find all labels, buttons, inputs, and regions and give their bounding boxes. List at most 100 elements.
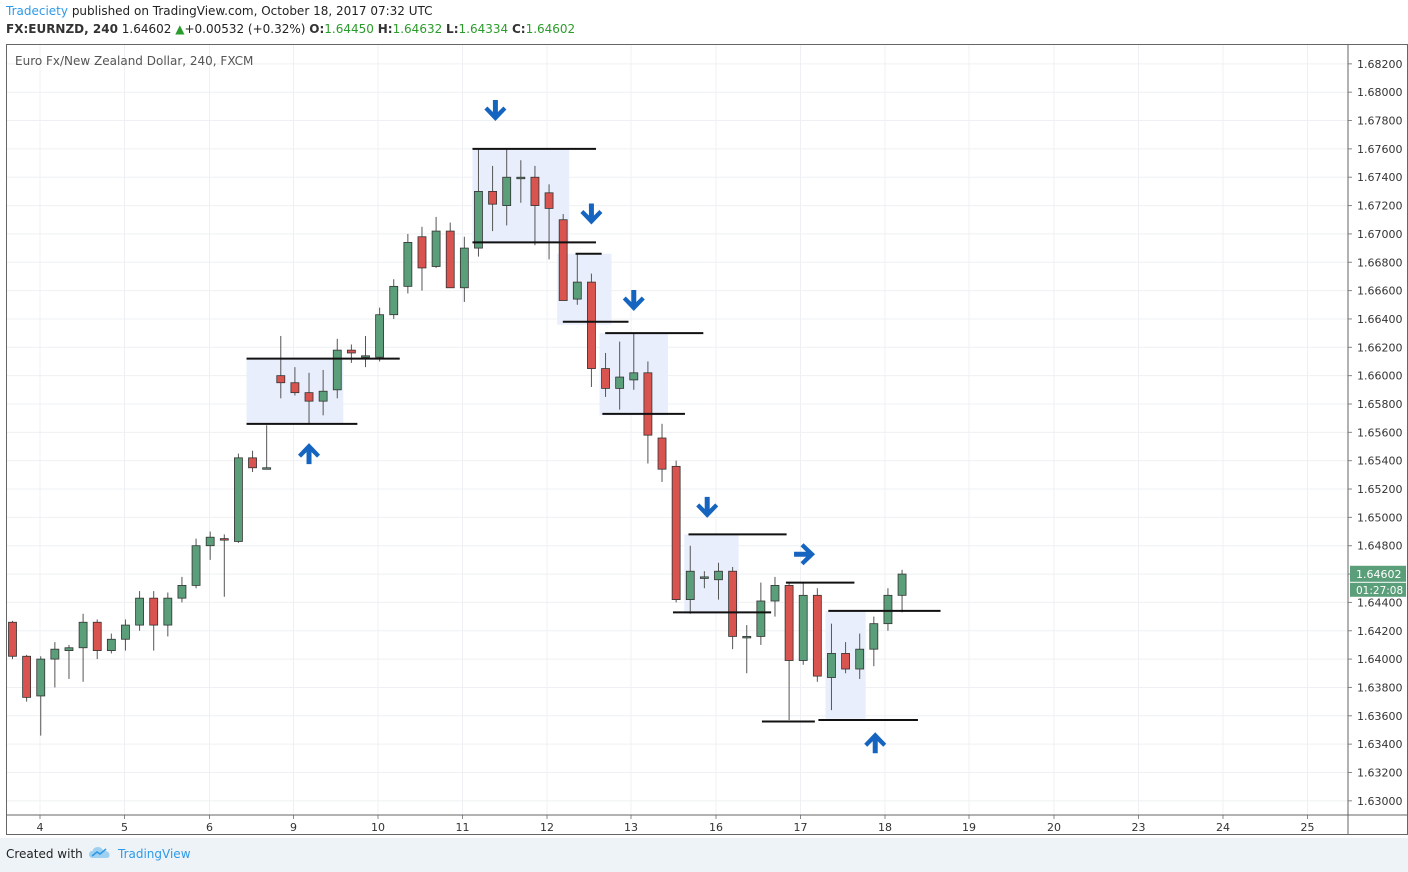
candle-down [219,538,229,541]
arrow-shape [484,100,507,122]
triangle-up-icon: ▲ [175,22,185,36]
candle-up [135,597,144,626]
candle-up [572,281,582,300]
candle-down [276,375,286,384]
tradingview-brand[interactable]: TradingView [118,847,191,861]
countdown-tag [1350,582,1406,597]
y-tick-label: 1.64400 [1357,596,1403,609]
x-tick-label: 6 [206,821,213,834]
candle-up [855,648,865,670]
x-tick-label: 18 [878,821,892,834]
candle-up [191,545,201,586]
candle-up [262,467,272,470]
candle-up [516,176,526,180]
candle-up [177,585,187,599]
x-tick-label: 20 [1047,821,1061,834]
candle-up [742,636,752,639]
y-tick-label: 1.66400 [1357,313,1403,326]
candle-up [318,390,328,402]
candle-up [375,314,385,358]
candle-up [714,570,723,581]
y-tick-label: 1.68200 [1357,58,1403,71]
candle-up [205,536,215,547]
x-tick-label: 11 [456,821,470,834]
arrow-shape [580,203,603,225]
chart-area[interactable]: 1.68200 1.68000 1.67800 1.67600 1.67400 1.672… [6,44,1408,835]
candle-up [615,376,625,389]
chart-header: Tradeciety published on TradingView.com,… [0,0,1408,44]
candle-up [699,576,709,579]
author-link[interactable]: Tradeciety [6,4,68,18]
candle-down [558,219,568,301]
high-label: H: [377,22,393,36]
candle-up [474,190,483,249]
x-tick-label: 23 [1132,821,1146,834]
x-tick-label: 10 [371,821,385,834]
y-tick-label: 1.65200 [1357,483,1403,496]
y-tick-label: 1.63200 [1357,766,1403,779]
candle-down [248,457,257,469]
arrow-shape [794,543,816,566]
y-tick-label: 1.63000 [1357,795,1403,808]
candle-down [784,585,794,661]
candle-down [841,653,850,670]
chart-title: Euro Fx/New Zealand Dollar, 240, FXCM [15,54,253,68]
candle-up [756,600,766,637]
candle-up [629,372,639,381]
candle-up [431,230,441,267]
arrow-down-icon [484,100,507,122]
arrow-down-icon [696,496,719,518]
x-tick-label: 16 [709,821,723,834]
candle-up [163,597,173,626]
candle-up [685,570,695,600]
y-tick-label: 1.65800 [1357,398,1403,411]
candle-down [149,597,159,626]
candle-up [869,623,879,650]
candle-down [417,236,427,269]
y-tick-label: 1.63600 [1357,710,1403,723]
y-tick-label: 1.63800 [1357,681,1403,694]
arrow-shape [864,732,887,754]
symbol-label: FX:EURNZD, 240 [6,22,118,36]
arrow-down-icon [580,203,603,225]
x-tick-label: 25 [1301,821,1315,834]
published-text: published on TradingView.com, October 18… [71,4,433,18]
y-tick-label: 1.64000 [1357,653,1403,666]
x-tick-label: 9 [290,821,297,834]
candle-down [8,621,17,657]
close-label: C: [511,22,526,36]
arrow-shape [298,443,321,465]
y-tick-label: 1.64200 [1357,625,1403,638]
candle-up [78,621,88,649]
change-value: +0.00532 (+0.32%) [184,22,306,36]
candlestick-chart[interactable]: 1.68200 1.68000 1.67800 1.67600 1.67400 1.672… [6,44,1408,835]
x-tick-label: 5 [121,821,128,834]
candle-up [502,176,512,206]
candle-down [671,465,681,600]
y-tick-label: 1.65600 [1357,426,1403,439]
y-tick-label: 1.65000 [1357,511,1403,524]
open-value: 1.64450 [324,22,374,36]
x-tick-label: 12 [540,821,554,834]
candle-up [361,355,370,358]
arrow-up-icon [298,443,321,465]
tradingview-cloud-icon[interactable] [88,844,112,865]
open-label: O: [309,22,325,36]
y-tick-label: 1.67400 [1357,171,1403,184]
candle-down [346,349,356,354]
countdown-label: 01:27:08 [1356,585,1403,597]
candle-down [728,570,738,637]
candle-up [234,457,243,542]
arrow-shape [696,496,719,518]
candle-up [798,594,808,661]
candle-down [530,176,540,206]
candle-up [121,624,130,640]
candle-down [812,594,822,677]
candle-down [445,230,455,289]
candle-up [403,242,413,287]
y-tick-label: 1.67600 [1357,143,1403,156]
arrow-down-icon [622,289,645,311]
candle-up [897,573,907,596]
footer: Created with TradingView [0,838,1408,872]
y-tick-label: 1.66600 [1357,285,1403,298]
